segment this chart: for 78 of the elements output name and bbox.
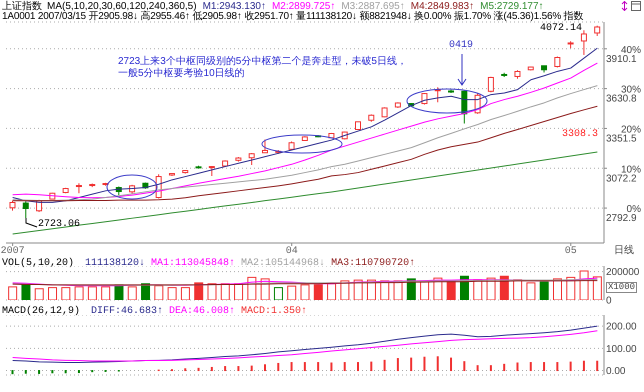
bar xyxy=(61,287,70,300)
y-tick-label: 3910.1 xyxy=(606,54,638,65)
y-tick-label: 3351.5 xyxy=(606,133,638,144)
bar xyxy=(168,287,177,300)
bar xyxy=(34,288,44,300)
y2-tick-label: 40% xyxy=(620,44,642,56)
annotation: 3308.3 xyxy=(562,129,598,141)
bar xyxy=(8,286,18,300)
bar xyxy=(128,286,137,300)
text: DIFF:46.683↑ xyxy=(91,306,164,317)
x-tick-label: 05 xyxy=(564,246,577,257)
annotation: 2723上来3个中枢同级别的5分中枢第二个是奔走型，未破5日线， xyxy=(118,56,407,68)
y2-tick-label: 10% xyxy=(620,164,642,176)
text: 日线 xyxy=(614,245,634,257)
y-tick-label: 0.00 xyxy=(606,366,626,378)
bar xyxy=(340,280,350,300)
annotation: 一般5分中枢要考验10日线的 xyxy=(118,68,245,80)
y2-tick-label: 30% xyxy=(620,84,642,96)
text: M4:2849.983↑ xyxy=(410,1,474,12)
y-tick-label: 200000 xyxy=(606,267,640,278)
bar xyxy=(526,282,536,300)
bar xyxy=(48,287,58,300)
bar xyxy=(314,284,323,300)
chart-title: MACD(26,12,9) xyxy=(2,306,80,317)
text: 1A0001 2007/03/15 开2905.98↓ 高2955.46↑ 低2905.98↑ 收2951.70↑ 量111138120↓ 额8821948↓ 换0.00% 振1.70% 涨(45.36)1.56% 指数 xyxy=(2,11,584,23)
bar xyxy=(500,276,509,300)
x-tick-label: 2007 xyxy=(0,246,25,257)
text: M5:2729.177↑ xyxy=(480,1,544,12)
chart-title: VOL(5,10,20) xyxy=(2,258,74,269)
bar xyxy=(234,283,244,300)
bar xyxy=(354,280,363,300)
bar xyxy=(513,279,522,300)
bar xyxy=(88,286,97,300)
text: M1:2943.130↑ xyxy=(202,1,266,12)
x-tick-label: 04 xyxy=(286,246,298,257)
chart-subtitle: MA(5,10,20,30,60,120,240,360,5) xyxy=(47,1,197,12)
bar xyxy=(194,282,204,300)
text: M2:2899.725↑ xyxy=(272,1,336,12)
annotation: 4072.14 xyxy=(540,23,582,35)
bar xyxy=(566,276,576,300)
bar xyxy=(446,280,456,300)
series-label: MA1:113045848↑ xyxy=(151,258,236,269)
bar xyxy=(180,287,190,300)
text: MACD:1.350↑ xyxy=(241,306,308,317)
text: DEA:46.008↑ xyxy=(169,306,236,317)
bar xyxy=(553,278,562,300)
y-tick-label: 3072.2 xyxy=(606,173,638,184)
annotation: 111138120↓ xyxy=(85,258,146,269)
bar xyxy=(274,287,283,300)
y-tick-label: 100.00 xyxy=(606,344,638,355)
y-tick-label: 2792.9 xyxy=(606,213,638,224)
y-tick-label: 0 xyxy=(606,296,612,306)
bar xyxy=(141,283,150,300)
bar xyxy=(540,282,549,300)
y-tick-label: 3630.8 xyxy=(606,94,638,105)
y2-tick-label: 0% xyxy=(626,204,642,216)
text: M3:2887.695↑ xyxy=(341,1,405,12)
bar xyxy=(420,281,430,300)
series-label: MA2:105144968↓ xyxy=(241,258,326,269)
bar xyxy=(287,286,296,300)
bar xyxy=(327,283,336,300)
annotation: 0419 xyxy=(449,40,474,52)
bar xyxy=(74,286,84,300)
bar xyxy=(300,284,310,300)
series-label: MA3:110790720↑ xyxy=(331,258,416,269)
bar xyxy=(21,284,30,300)
y-tick-label: 200.00 xyxy=(606,322,638,333)
bar xyxy=(592,276,602,300)
annotation: 2723.06 xyxy=(38,219,80,231)
bar xyxy=(114,284,124,300)
y-axis-title: X1000 xyxy=(606,282,638,293)
bar xyxy=(154,285,164,300)
bar xyxy=(207,283,216,300)
bar xyxy=(580,270,589,300)
chart-title: 上证指数 xyxy=(2,1,42,12)
bar xyxy=(101,286,110,300)
bar xyxy=(220,283,230,300)
y2-tick-label: 20% xyxy=(620,124,642,136)
